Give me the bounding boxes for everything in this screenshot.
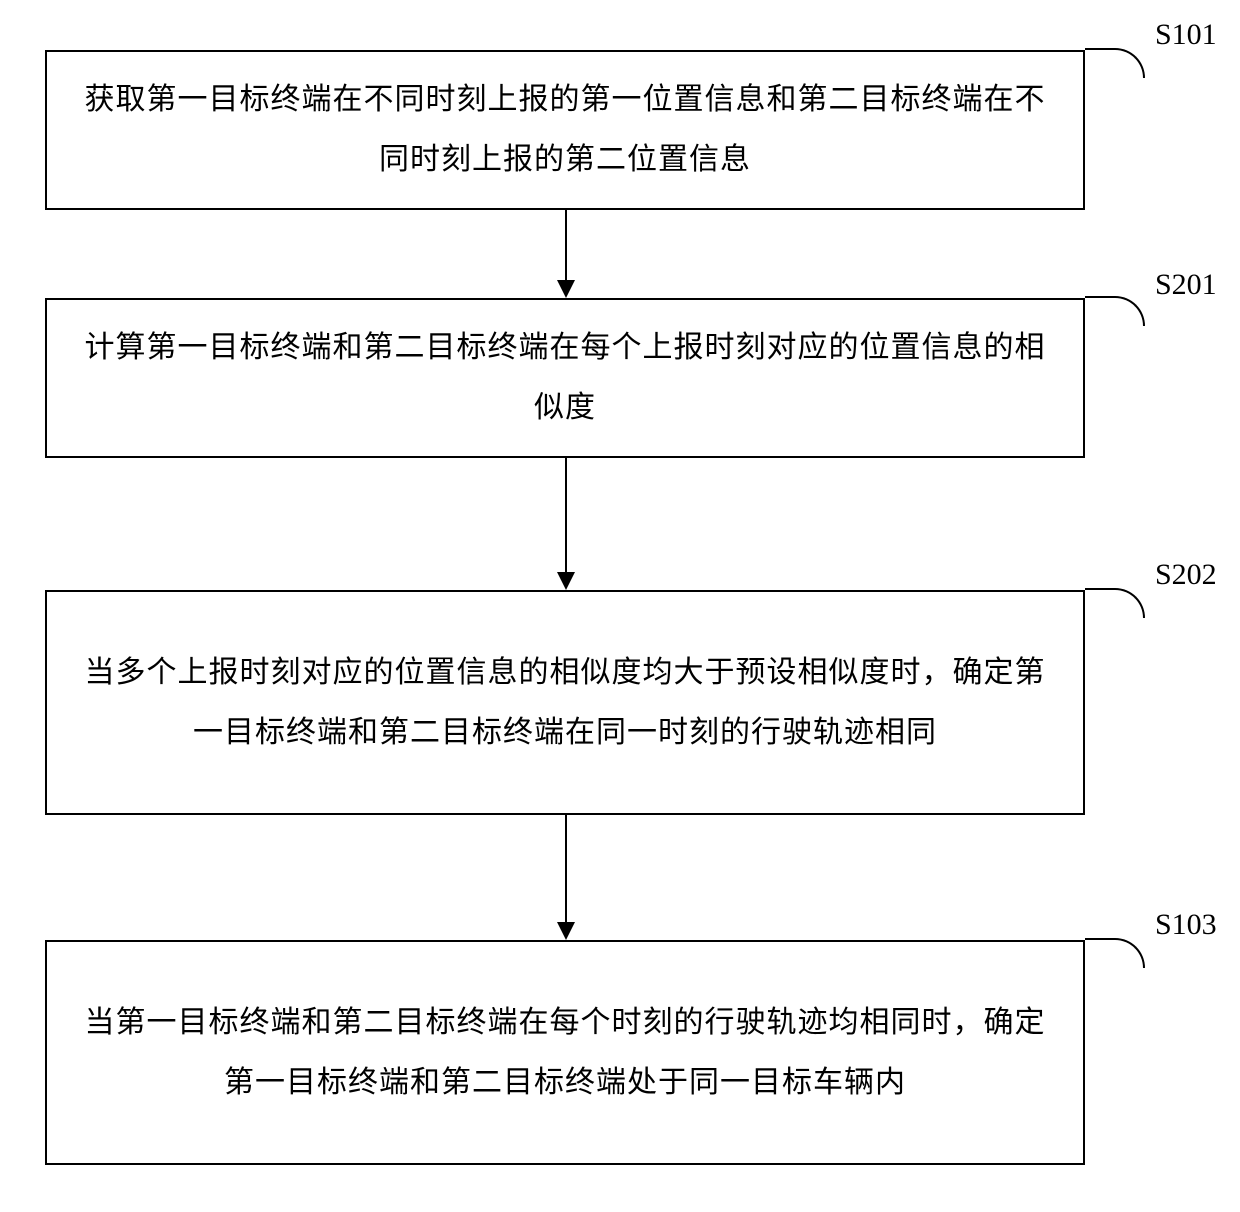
arrow-line: [565, 210, 567, 280]
flow-node-text: 获取第一目标终端在不同时刻上报的第一位置信息和第二目标终端在不同时刻上报的第二位…: [77, 70, 1053, 190]
leader-line: [1085, 938, 1145, 968]
leader-line: [1085, 48, 1145, 78]
step-label-s202: S202: [1155, 558, 1217, 592]
flow-node-text: 当第一目标终端和第二目标终端在每个时刻的行驶轨迹均相同时，确定第一目标终端和第二…: [77, 993, 1053, 1113]
step-label-s201: S201: [1155, 268, 1217, 302]
arrow-line: [565, 815, 567, 922]
arrow-line: [565, 458, 567, 572]
arrow-head-icon: [557, 572, 575, 590]
flowchart-canvas: 获取第一目标终端在不同时刻上报的第一位置信息和第二目标终端在不同时刻上报的第二位…: [0, 0, 1240, 1212]
flow-node-s202: 当多个上报时刻对应的位置信息的相似度均大于预设相似度时，确定第一目标终端和第二目…: [45, 590, 1085, 815]
arrow-head-icon: [557, 922, 575, 940]
flow-node-text: 当多个上报时刻对应的位置信息的相似度均大于预设相似度时，确定第一目标终端和第二目…: [77, 643, 1053, 763]
leader-line: [1085, 296, 1145, 326]
flow-node-s101: 获取第一目标终端在不同时刻上报的第一位置信息和第二目标终端在不同时刻上报的第二位…: [45, 50, 1085, 210]
flow-node-s103: 当第一目标终端和第二目标终端在每个时刻的行驶轨迹均相同时，确定第一目标终端和第二…: [45, 940, 1085, 1165]
leader-line: [1085, 588, 1145, 618]
flow-node-s201: 计算第一目标终端和第二目标终端在每个上报时刻对应的位置信息的相似度: [45, 298, 1085, 458]
step-label-s101: S101: [1155, 18, 1217, 52]
step-label-s103: S103: [1155, 908, 1217, 942]
arrow-head-icon: [557, 280, 575, 298]
flow-node-text: 计算第一目标终端和第二目标终端在每个上报时刻对应的位置信息的相似度: [77, 318, 1053, 438]
